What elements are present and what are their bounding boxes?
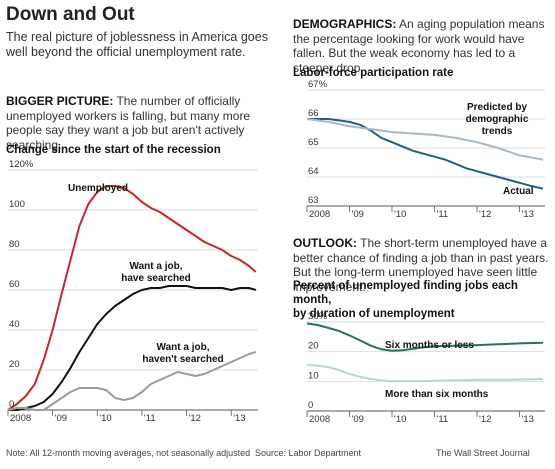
outlook-paragraph: OUTLOOK: The short-term unemployed have …: [293, 236, 551, 294]
change-y-tick-label: 0: [9, 399, 14, 410]
change-series-line-1: [8, 285, 257, 411]
participation-x-tick-label: 2008: [309, 209, 330, 220]
participation-y-tick-label: 66: [308, 108, 319, 119]
participation-x-tick-label: '12: [479, 209, 491, 220]
participation-y-tick-label: 67%: [308, 80, 328, 90]
change-y-tick-label: 100: [9, 199, 25, 210]
finding-x-tick-label: '13: [522, 414, 534, 425]
outlook-lead: OUTLOOK:: [293, 236, 357, 250]
label-have-searched-2: have searched: [121, 273, 191, 284]
change-series-line-0: [7, 185, 257, 411]
participation-x-tick-label: '11: [437, 209, 449, 220]
finding-x-tick-label: '11: [437, 414, 449, 425]
finding-y-tick-label: 0: [308, 400, 313, 411]
finding-x-tick-label: '09: [352, 414, 364, 425]
finding-chart: 0 10 20 30% 2008 '09 '10 '11 '12 '13 Six months or…: [306, 312, 545, 425]
participation-chart-title: Labor-force participation rate: [293, 67, 454, 79]
change-y-tick-label: 40: [9, 319, 20, 330]
finding-chart-title-line2: by duration of unemployment: [293, 308, 455, 320]
label-not-searched-2: haven't searched: [142, 354, 223, 365]
finding-y-tick-label: 30%: [308, 312, 328, 322]
change-x-tick-label: 2008: [10, 413, 31, 424]
change-x-tick-label: '13: [233, 413, 245, 424]
dek: The real picture of joblessness in Ameri…: [6, 30, 268, 59]
bigger-picture-paragraph: BIGGER PICTURE: The number of officially…: [6, 94, 281, 152]
participation-x-tick-label: '09: [352, 209, 364, 220]
label-have-searched-1: Want a job,: [130, 261, 183, 272]
finding-series-line-1: [306, 364, 543, 383]
label-predicted-1: Predicted by: [467, 102, 527, 113]
headline: Down and Out: [6, 4, 135, 25]
change-x-tick-label: '10: [99, 413, 111, 424]
participation-y-tick-label: 65: [308, 137, 319, 148]
change-series-line-2: [7, 351, 257, 411]
footer-credit: The Wall Street Journal: [436, 448, 530, 458]
change-y-tick-label: 80: [9, 239, 20, 250]
change-x-tick-label: '09: [55, 413, 67, 424]
participation-x-tick-label: '13: [522, 209, 534, 220]
finding-chart-title: Percent of unemployed finding jobs each …: [293, 279, 555, 321]
finding-y-tick-label: 20: [308, 341, 319, 352]
finding-x-tick-label: '10: [394, 414, 406, 425]
participation-y-tick-label: 64: [308, 166, 319, 177]
change-y-tick-label: 120%: [9, 159, 34, 170]
change-y-tick-label: 60: [9, 279, 20, 290]
finding-series-line-0: [306, 322, 543, 352]
bigger-picture-text: The number of officially unemployed work…: [6, 94, 251, 152]
demographics-lead: DEMOGRAPHICS:: [293, 17, 397, 31]
participation-x-tick-label: '10: [394, 209, 406, 220]
finding-x-tick-label: '12: [479, 414, 491, 425]
change-x-tick-label: '12: [189, 413, 201, 424]
participation-y-tick-label: 63: [308, 195, 319, 206]
footer-note: Note: All 12-month moving averages, not …: [6, 448, 251, 458]
label-actual: Actual: [503, 186, 534, 197]
finding-chart-title-line1: Percent of unemployed finding jobs each …: [293, 280, 518, 306]
label-unemployed: Unemployed: [68, 183, 128, 194]
finding-x-tick-label: 2008: [309, 414, 330, 425]
bigger-picture-lead: BIGGER PICTURE:: [6, 94, 114, 108]
footer-source: Source: Labor Department: [255, 448, 362, 458]
label-predicted-2: demographic: [466, 114, 529, 125]
demographics-text: An aging population means the percentage…: [293, 17, 545, 75]
change-x-tick-label: '11: [144, 413, 156, 424]
participation-chart: 63 64 65 66 67% 2008 '09 '10 '11 '12 '13 Predicted …: [306, 80, 545, 220]
demographics-paragraph: DEMOGRAPHICS: An aging population means …: [293, 17, 551, 75]
label-not-searched-1: Want a job,: [157, 342, 210, 353]
change-y-tick-label: 20: [9, 359, 20, 370]
change-chart: 0 20 40 60 80 100 120% 2008 '09 '10 '11 '12 '13 Unemp…: [7, 159, 258, 424]
label-six-months-or-less: Six months or less: [385, 340, 474, 351]
outlook-text: The short-term unemployed have a better …: [293, 236, 549, 294]
participation-series-line-1: [306, 118, 544, 161]
label-more-than-six-months: More than six months: [385, 389, 489, 400]
label-predicted-3: trends: [482, 126, 513, 137]
change-chart-title: Change since the start of the recession: [6, 144, 221, 156]
finding-y-tick-label: 10: [308, 370, 319, 381]
participation-series-line-0: [307, 118, 544, 190]
